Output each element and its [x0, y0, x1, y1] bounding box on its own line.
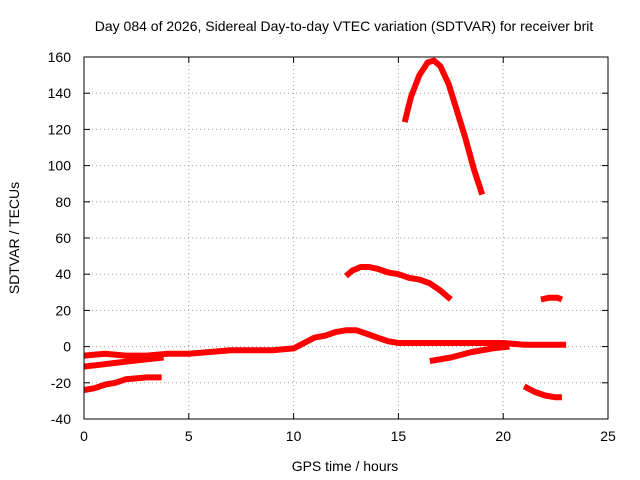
y-tick-label: 0	[63, 339, 71, 355]
y-tick-label: 20	[55, 302, 71, 318]
y-tick-label: 140	[48, 85, 72, 101]
y-axis-label: SDTVAR / TECUs	[6, 182, 22, 294]
x-tick-label: 10	[286, 428, 302, 444]
y-tick-label: 100	[48, 158, 72, 174]
grid	[84, 57, 608, 419]
series-group	[83, 57, 567, 401]
series-arc-high	[401, 57, 486, 196]
chart-title: Day 084 of 2026, Sidereal Day-to-day VTE…	[95, 18, 594, 34]
series-arc-mid	[344, 264, 453, 302]
series-arc-late2	[522, 383, 562, 401]
y-tick-label: 120	[48, 121, 72, 137]
x-tick-label: 5	[185, 428, 193, 444]
series-arc-low1	[83, 354, 164, 370]
plot-frame	[83, 56, 609, 420]
y-tick-label: -40	[51, 411, 71, 427]
y-tick-label: 80	[55, 194, 71, 210]
series-arc-late1	[429, 343, 510, 365]
y-tick-label: 40	[55, 266, 71, 282]
series-arc-low2	[83, 374, 162, 393]
x-tick-label: 20	[495, 428, 511, 444]
x-tick-label: 0	[80, 428, 88, 444]
y-tick-label: 160	[48, 49, 72, 65]
ticks: 0 5 10 15 20 25 -40 -20 0 20 40 60 80 100 120 140 160	[48, 49, 616, 444]
x-tick-label: 25	[600, 428, 616, 444]
series-arc-late3	[540, 294, 564, 303]
x-axis-label: GPS time / hours	[292, 458, 399, 474]
series-arc-main	[83, 327, 567, 359]
y-tick-label: 60	[55, 230, 71, 246]
x-tick-label: 15	[391, 428, 407, 444]
y-tick-label: -20	[51, 375, 71, 391]
